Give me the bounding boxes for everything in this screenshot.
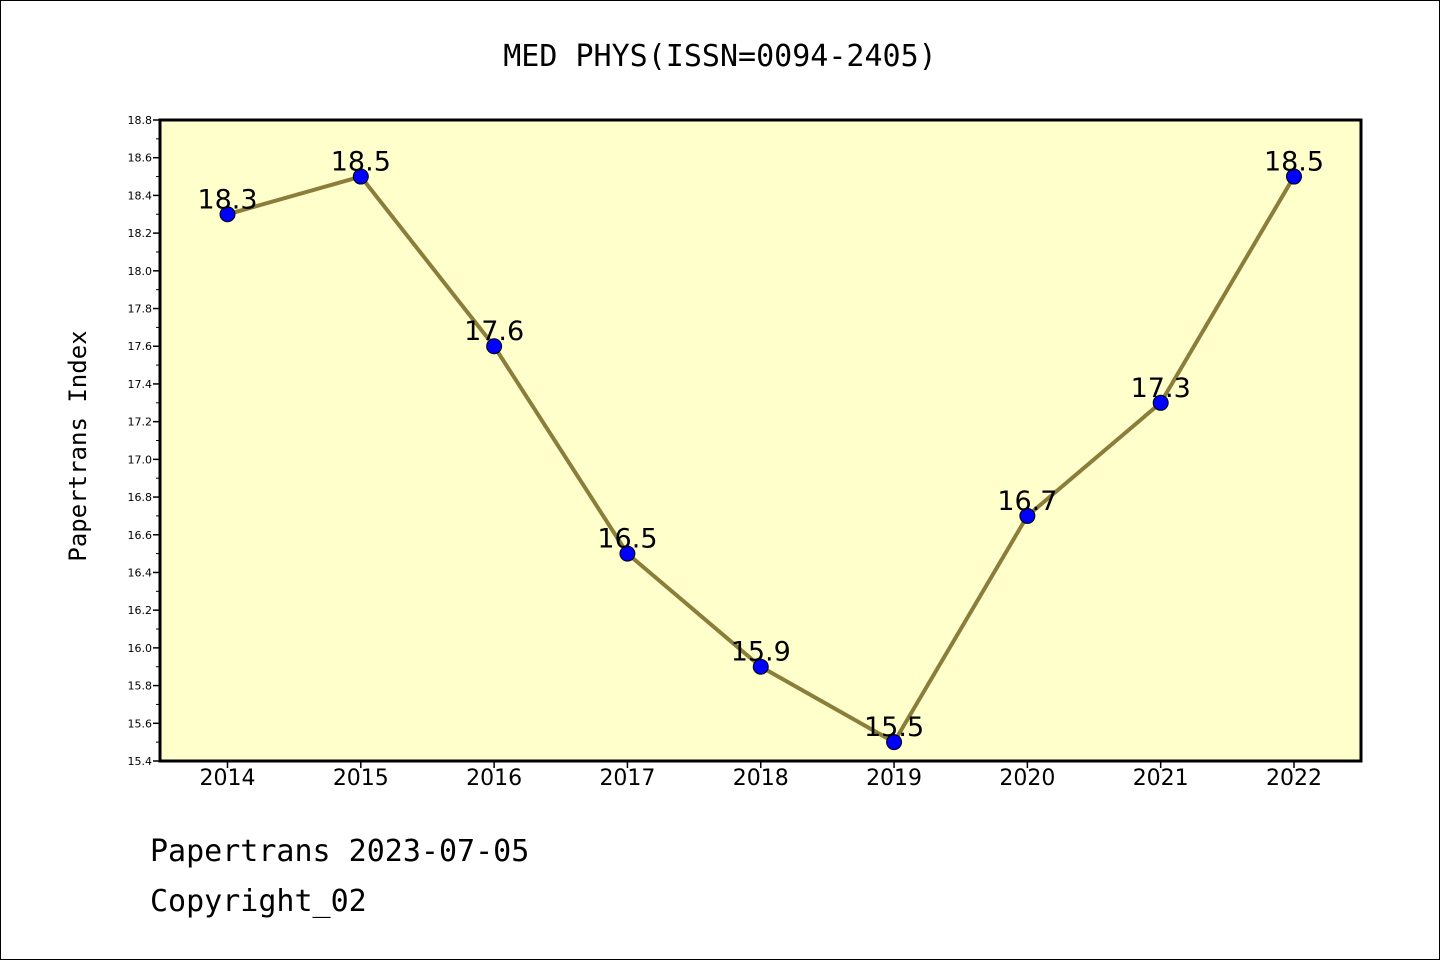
x-axis-ticks: 2014 2015 2016 2017 2018 2019 2020 2021 2022	[200, 761, 1322, 791]
x-tick-label: 2018	[733, 766, 789, 791]
y-tick-label: 15.6	[128, 717, 153, 730]
y-tick-label: 16.0	[128, 642, 153, 655]
y-tick-label: 18.2	[128, 227, 153, 240]
data-point	[219, 206, 236, 223]
y-axis-label: Papertrans Index	[64, 330, 92, 561]
data-label: 15.5	[864, 712, 924, 743]
y-tick-label: 15.4	[128, 755, 153, 768]
x-tick-label: 2021	[1133, 766, 1189, 791]
data-label: 15.9	[731, 637, 791, 668]
y-tick-label: 18.6	[128, 152, 153, 165]
footer-date-line: Papertrans 2023-07-05	[150, 834, 530, 869]
data-point	[486, 338, 503, 355]
x-tick-label: 2020	[999, 766, 1055, 791]
y-tick-label: 16.8	[128, 491, 153, 504]
data-label: 16.7	[997, 486, 1057, 517]
y-tick-label: 15.8	[128, 680, 153, 693]
data-point	[752, 658, 769, 675]
x-tick-label: 2015	[333, 766, 389, 791]
data-point	[1286, 168, 1302, 185]
chart-title: MED PHYS(ISSN=0094-2405)	[503, 39, 936, 74]
y-tick-label: 17.2	[128, 416, 153, 429]
y-tick-label: 17.8	[128, 303, 153, 316]
data-label: 17.3	[1131, 373, 1191, 404]
footer-copyright: Copyright_02	[150, 884, 367, 919]
y-tick-label: 18.8	[128, 114, 153, 127]
y-tick-label: 18.0	[128, 265, 153, 278]
data-point	[619, 545, 636, 562]
x-tick-label: 2016	[466, 766, 522, 791]
data-markers	[219, 168, 1302, 751]
y-tick-label: 16.2	[128, 604, 153, 617]
data-label: 17.6	[464, 316, 524, 347]
data-labels: 18.3 18.5 17.6 16.5 15.9 15.5 16.7 17.3 18.5	[197, 147, 1324, 744]
data-label: 18.5	[1264, 147, 1324, 178]
y-tick-label: 17.0	[128, 453, 153, 466]
data-point	[886, 734, 903, 751]
data-label: 16.5	[597, 524, 657, 555]
y-tick-label: 17.4	[128, 378, 153, 391]
data-label: 18.3	[197, 184, 257, 215]
x-tick-label: 2017	[599, 766, 655, 791]
plot-area	[158, 118, 1363, 763]
y-tick-label: 18.4	[128, 189, 153, 202]
x-tick-label: 2022	[1266, 766, 1322, 791]
data-label: 18.5	[331, 147, 391, 178]
y-axis-ticks: 15.4 15.6 15.8 16.0 16.2 16.4 16.6 16.8 17.0 17.2…	[128, 114, 160, 768]
y-tick-label: 16.4	[128, 566, 153, 579]
x-tick-label: 2019	[866, 766, 922, 791]
data-point	[1152, 394, 1169, 411]
x-tick-label: 2014	[200, 766, 256, 791]
data-point	[352, 168, 369, 185]
y-tick-label: 16.6	[128, 529, 153, 542]
y-tick-label: 17.6	[128, 340, 153, 353]
data-point	[1019, 507, 1036, 524]
